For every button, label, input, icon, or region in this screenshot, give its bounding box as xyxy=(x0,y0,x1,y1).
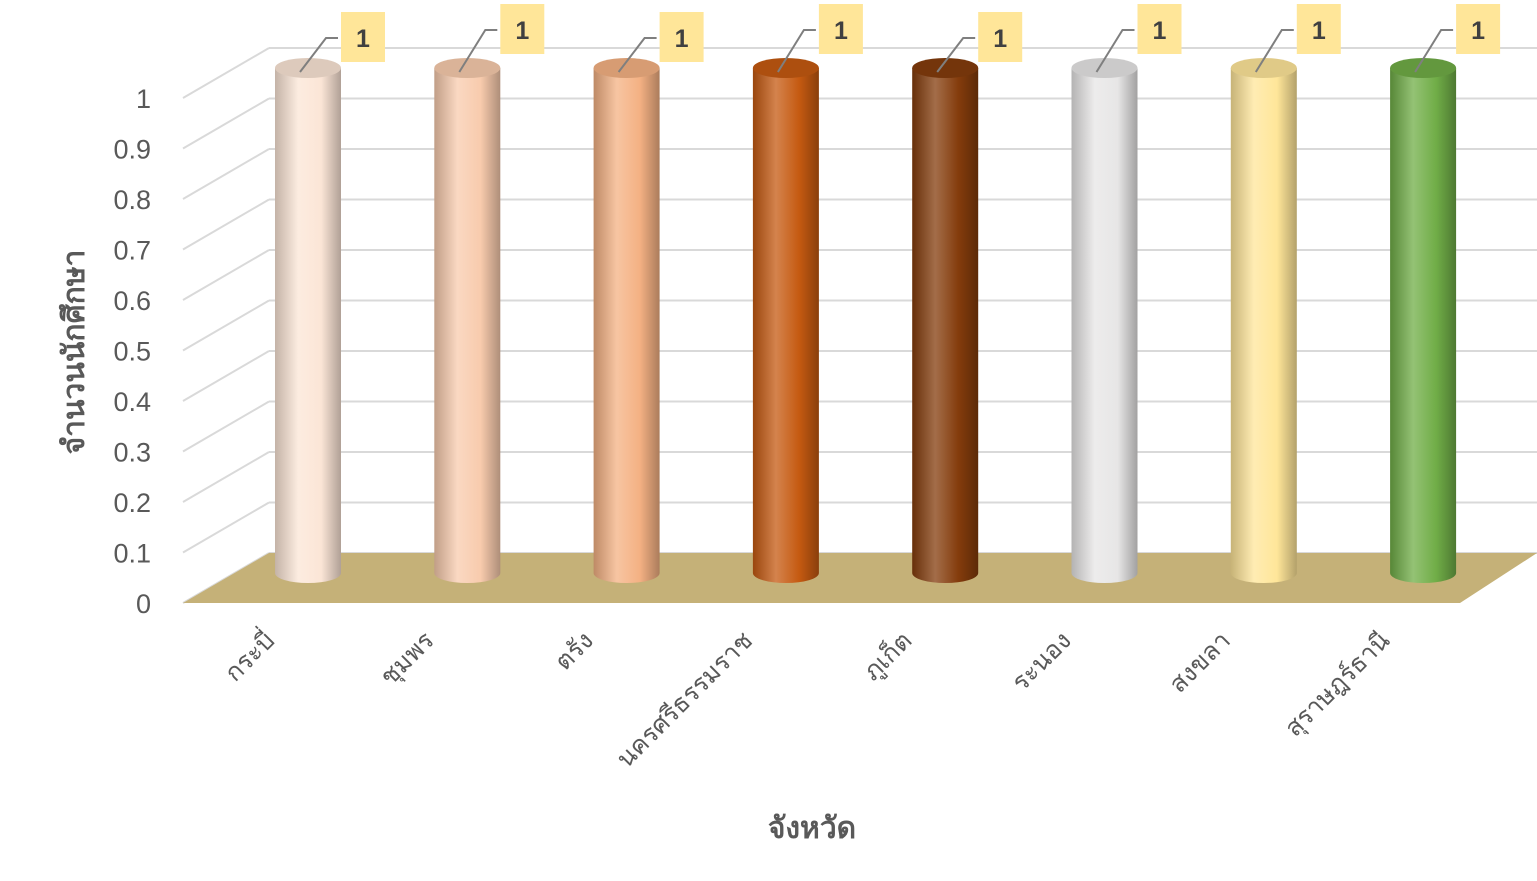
bar xyxy=(1390,58,1457,583)
data-label-leader xyxy=(458,29,498,73)
data-label-box xyxy=(659,12,704,62)
data-label-leader xyxy=(617,37,657,73)
data-label-box xyxy=(500,4,545,54)
y-tick-label: 0 xyxy=(136,589,151,619)
y-tick-label: 0.2 xyxy=(113,488,151,518)
data-label: 1 xyxy=(675,25,689,53)
data-label: 1 xyxy=(1312,17,1326,45)
data-label-leader xyxy=(1095,29,1135,73)
y-axis-title: จำนวนนักศึกษา xyxy=(57,250,92,455)
bar xyxy=(752,58,819,583)
bar-top xyxy=(593,58,660,78)
bar-body xyxy=(912,68,979,583)
y-tick-label: 0.6 xyxy=(113,286,151,316)
bar-top xyxy=(1390,58,1457,78)
data-labels: 1 1 1 1 1 1 1 1 xyxy=(299,4,1501,73)
x-tick-label: ระนอง xyxy=(1006,626,1077,697)
y-tick-label: 0.4 xyxy=(113,387,151,417)
bar xyxy=(434,58,501,583)
x-axis-categories: กระบี่ ชุมพร ตรัง นครศรีธรรมราช ภูเก็ต ระนอง ส… xyxy=(217,624,1396,774)
bar-body xyxy=(1230,68,1297,583)
x-tick-label: ตรัง xyxy=(549,626,599,676)
gridline-side xyxy=(182,350,270,402)
bar-body xyxy=(1071,68,1138,583)
chart-floor xyxy=(183,553,1537,603)
gridline-side xyxy=(182,148,270,200)
bar xyxy=(275,58,341,583)
gridline-side xyxy=(182,400,270,453)
gridline-side xyxy=(182,299,270,352)
bar-body xyxy=(752,68,819,583)
data-label-box xyxy=(1456,4,1501,54)
x-axis-title: จังหวัด xyxy=(768,811,856,846)
data-label: 1 xyxy=(834,17,848,45)
bar xyxy=(912,58,979,583)
data-label: 1 xyxy=(993,25,1007,53)
y-tick-label: 0.1 xyxy=(113,539,151,569)
bar-top xyxy=(752,58,819,78)
gridline-side xyxy=(182,47,270,99)
bar-body xyxy=(593,68,660,583)
x-tick-label: กระบี่ xyxy=(217,624,281,688)
data-label-leader xyxy=(1414,29,1454,73)
data-label-leader xyxy=(936,37,976,73)
data-label: 1 xyxy=(1471,17,1485,45)
data-label-leader xyxy=(1254,29,1294,73)
data-label-leader xyxy=(299,37,338,73)
bar xyxy=(1230,58,1297,583)
y-tick-label: 0.8 xyxy=(113,185,151,215)
y-tick-label: 0.9 xyxy=(113,135,151,165)
data-label-box xyxy=(341,12,385,62)
bar-top xyxy=(434,58,501,78)
data-label-leader xyxy=(777,29,816,73)
bar-top xyxy=(1230,58,1297,78)
bar-top xyxy=(912,58,979,78)
data-label-box xyxy=(818,4,863,54)
bar-body xyxy=(1390,68,1457,583)
y-tick-label: 1 xyxy=(136,84,151,114)
data-label: 1 xyxy=(356,25,370,53)
bar-top xyxy=(1071,58,1138,78)
x-tick-label: ภูเก็ต xyxy=(856,625,918,687)
x-tick-label: สุราษฎร์ธานี xyxy=(1279,626,1396,743)
data-label-box xyxy=(1137,4,1182,54)
floor-plane xyxy=(183,553,1537,603)
y-tick-label: 0.3 xyxy=(113,438,151,468)
bar-top xyxy=(275,58,341,78)
bar-body xyxy=(275,68,341,583)
bar xyxy=(1071,58,1138,583)
bar xyxy=(593,58,660,583)
bar-body xyxy=(434,68,501,583)
data-label: 1 xyxy=(1153,17,1167,45)
y-axis-ticks: 0 0.1 0.2 0.3 0.4 0.5 0.6 0.7 0.8 0.9 1 xyxy=(113,84,151,619)
gridline-side xyxy=(182,249,270,301)
data-label: 1 xyxy=(515,17,529,45)
y-tick-label: 0.7 xyxy=(113,236,151,266)
data-label-box xyxy=(1296,4,1341,54)
grid-lines xyxy=(182,47,1537,604)
gridline-side xyxy=(182,198,270,251)
bars xyxy=(275,58,1457,583)
gridline-side xyxy=(182,97,270,150)
y-tick-label: 0.5 xyxy=(113,337,151,367)
x-tick-label: สงขลา xyxy=(1163,626,1236,699)
data-label-box xyxy=(978,12,1023,62)
gridline-side xyxy=(182,451,270,503)
gridline-side xyxy=(182,501,270,554)
x-tick-label: ชุมพร xyxy=(374,626,440,692)
x-tick-label: นครศรีธรรมราช xyxy=(611,626,758,773)
